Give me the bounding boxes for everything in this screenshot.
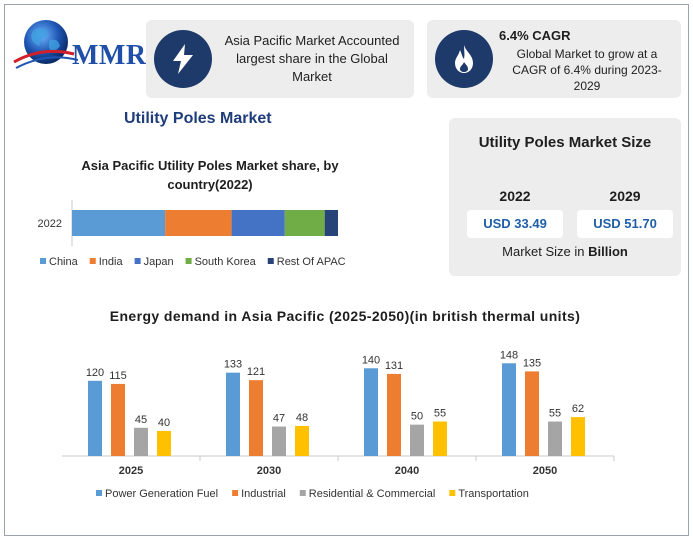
- cagr-card: 6.4% CAGR Global Market to grow at a CAG…: [427, 20, 681, 98]
- lightning-icon: [154, 30, 212, 88]
- value-2029: USD 51.70: [577, 210, 673, 238]
- logo-text: MMR: [72, 40, 147, 71]
- apac-share-card: Asia Pacific Market Accounted largest sh…: [146, 20, 414, 98]
- globe-icon: [13, 20, 79, 69]
- market-size-unit: Billion: [588, 244, 628, 259]
- page-title: Utility Poles Market: [124, 110, 272, 127]
- cagr-title: 6.4% CAGR: [499, 28, 571, 43]
- value-2022: USD 33.49: [467, 210, 563, 238]
- market-size-footer: Market Size in Billion: [502, 244, 628, 259]
- cagr-text: Global Market to grow at a CAGR of 6.4% …: [512, 47, 662, 93]
- market-size-title: Utility Poles Market Size: [478, 134, 652, 151]
- apac-share-text: Asia Pacific Market Accounted largest sh…: [224, 33, 400, 84]
- energy-chart-title: Energy demand in Asia Pacific (2025-2050…: [109, 308, 581, 324]
- market-size-card: Utility Poles Market Size 2022 2029 USD …: [449, 118, 681, 276]
- share-chart-title: Asia Pacific Utility Poles Market share,…: [81, 158, 339, 192]
- flame-icon: [435, 30, 493, 88]
- mmr-logo: MMR: [12, 16, 146, 76]
- year-2022-label: 2022: [499, 188, 531, 204]
- year-2029-label: 2029: [609, 188, 641, 204]
